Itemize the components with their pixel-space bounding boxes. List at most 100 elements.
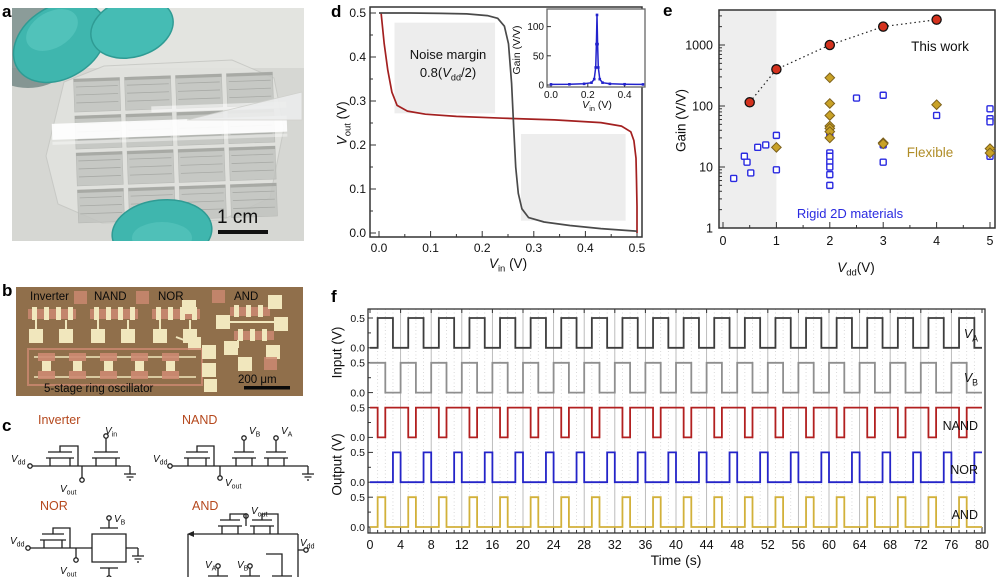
micrograph-logic-gates: Inverter NAND NOR AND 5-stage ring oscil…: [16, 287, 303, 396]
svg-text:Vout: Vout: [60, 484, 76, 497]
svg-text:0.0: 0.0: [350, 432, 365, 444]
transfer-curve-chart: 0.0 0.1 0.2 0.3 0.4 0.50.00.10.20.30.40.50.0 0…: [349, 6, 646, 255]
svg-text:0.5: 0.5: [350, 492, 365, 504]
svg-text:1: 1: [706, 222, 713, 236]
svg-text:Vdd: Vdd: [300, 538, 315, 551]
svg-text:0.2: 0.2: [474, 241, 491, 255]
scale-bar: [218, 230, 268, 234]
mirrored-vtc-curve: [380, 12, 638, 233]
rigid-2d-points: [729, 91, 994, 190]
svg-text:64: 64: [853, 538, 867, 552]
svg-text:4: 4: [397, 538, 404, 552]
micrograph-label-nor: NOR: [158, 291, 184, 303]
panel-label-b: b: [2, 281, 13, 300]
scale-bar-label: 200 μm: [238, 374, 277, 386]
schematic-and: [187, 513, 309, 577]
svg-text:VB: VB: [249, 426, 261, 439]
svg-text:0.5: 0.5: [350, 447, 365, 459]
d-axes: [369, 6, 643, 238]
schematic-nor: [25, 515, 144, 577]
gate-title-nor: NOR: [40, 499, 68, 513]
micrograph-label-inverter: Inverter: [30, 291, 69, 303]
svg-text:2: 2: [826, 234, 833, 248]
svg-text:Vdd: Vdd: [11, 454, 26, 467]
waveform-0: [370, 317, 982, 349]
noise-margin-box: [394, 22, 496, 114]
svg-text:0.3: 0.3: [349, 94, 366, 108]
svg-text:0.5: 0.5: [350, 402, 365, 414]
series-label-rigid-2d: Rigid 2D materials: [796, 206, 904, 221]
svg-text:20: 20: [516, 538, 530, 552]
svg-text:8: 8: [428, 538, 435, 552]
f-axes: [367, 308, 986, 534]
e-y-axis-label: Gain (V/V): [673, 88, 689, 153]
schematic-terminal-labels: Vdd Vin Vout Vdd VB VA Vout Vdd VB VA Vo…: [10, 426, 315, 577]
svg-text:28: 28: [577, 538, 591, 552]
panel-label-e: e: [663, 1, 673, 20]
svg-text:0: 0: [538, 81, 544, 92]
svg-text:100: 100: [692, 100, 713, 114]
svg-text:10: 10: [699, 161, 713, 175]
logic-waveform-chart: 0 4 8 12 16 20 24 28 32 36 40 44 48 52 56 60 64 68 72 76 800…: [350, 308, 989, 552]
svg-text:Vout: Vout: [251, 506, 267, 519]
series-label-flexible: Flexible: [906, 145, 954, 160]
svg-text:52: 52: [761, 538, 775, 552]
svg-text:5: 5: [987, 234, 994, 248]
scale-bar-label: 1 cm: [217, 207, 258, 228]
svg-text:0.2: 0.2: [581, 90, 595, 101]
svg-text:48: 48: [730, 538, 744, 552]
trace-label-nand: NAND: [942, 419, 978, 433]
sub-1v-shaded-region: [719, 10, 777, 228]
flexible-points: [770, 72, 996, 159]
svg-text:0: 0: [720, 234, 727, 248]
svg-text:72: 72: [914, 538, 928, 552]
noise-margin-annotation-line1: Noise margin: [409, 47, 487, 62]
svg-text:0.0: 0.0: [371, 241, 388, 255]
svg-text:0.3: 0.3: [525, 241, 542, 255]
svg-text:0.2: 0.2: [349, 138, 366, 152]
photo-flexible-device: 1 cm: [12, 8, 304, 241]
e-x-axis-label: Vdd(V): [837, 260, 875, 279]
glove-fingers: [12, 8, 213, 241]
trace-label-vb: VB: [963, 371, 978, 388]
svg-text:76: 76: [944, 538, 958, 552]
svg-text:0.4: 0.4: [618, 90, 632, 101]
panel-label-c: c: [2, 416, 12, 435]
trace-label-va: VA: [963, 327, 978, 344]
svg-text:40: 40: [669, 538, 683, 552]
micrograph-label-and: AND: [234, 291, 258, 303]
panel-label-a: a: [2, 2, 12, 21]
svg-text:3: 3: [880, 234, 887, 248]
svg-text:24: 24: [547, 538, 561, 552]
svg-text:0.0: 0.0: [350, 522, 365, 534]
svg-text:0.0: 0.0: [544, 90, 558, 101]
f-x-axis-label: Time (s): [650, 552, 702, 568]
svg-text:100: 100: [527, 22, 544, 33]
svg-text:36: 36: [638, 538, 652, 552]
f-gridlines: [377, 309, 975, 533]
svg-text:VB: VB: [114, 514, 126, 527]
svg-text:32: 32: [608, 538, 622, 552]
svg-text:Vout: Vout: [225, 478, 241, 491]
svg-text:12: 12: [455, 538, 469, 552]
f-input-axis-label: Input (V): [329, 326, 345, 379]
svg-text:0: 0: [367, 538, 374, 552]
gate-title-inverter: Inverter: [38, 413, 80, 427]
svg-text:0.0: 0.0: [350, 387, 365, 399]
svg-text:0.0: 0.0: [350, 477, 365, 489]
tweezers: [186, 91, 303, 121]
svg-text:0.1: 0.1: [422, 241, 439, 255]
panel-label-f: f: [331, 287, 337, 306]
svg-text:Vdd: Vdd: [10, 536, 25, 549]
svg-text:0.5: 0.5: [629, 241, 646, 255]
gate-title-nand: NAND: [182, 413, 217, 427]
svg-text:0.0: 0.0: [350, 343, 365, 355]
svg-text:16: 16: [485, 538, 499, 552]
svg-text:Vin: Vin: [105, 426, 117, 439]
forward-vtc-curve: [379, 12, 638, 233]
d-y-axis-label: Vout (V): [334, 101, 354, 146]
series-label-this-work: This work: [911, 39, 969, 54]
noise-margin-box: [520, 134, 626, 221]
